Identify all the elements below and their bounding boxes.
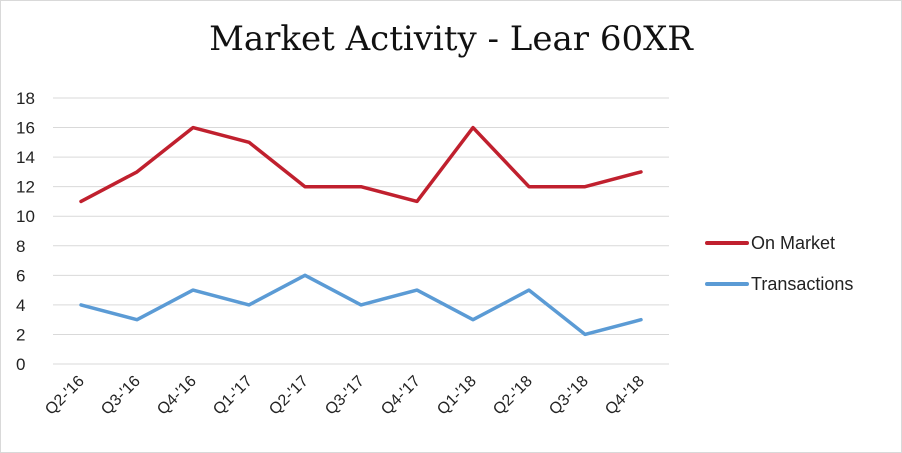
y-tick-label: 2 [16, 325, 25, 344]
x-tick-label: Q1-'18 [434, 373, 480, 419]
y-tick-label: 16 [16, 119, 35, 138]
y-tick-label: 8 [16, 237, 25, 256]
x-tick-label: Q4-'17 [378, 373, 424, 419]
x-tick-label: Q3-'16 [98, 373, 144, 419]
x-tick-label: Q2-'18 [490, 373, 536, 419]
y-tick-label: 0 [16, 355, 25, 374]
y-tick-label: 14 [16, 148, 35, 167]
legend-label-on-market: On Market [751, 233, 835, 253]
y-tick-label: 12 [16, 178, 35, 197]
series-line-on-market [79, 125, 643, 204]
x-tick-label: Q1-'17 [210, 373, 256, 419]
series-line-transactions [79, 273, 643, 337]
y-tick-label: 4 [16, 296, 25, 315]
x-tick-label: Q3-'18 [546, 373, 592, 419]
x-tick-label: Q4-'18 [602, 373, 648, 419]
x-tick-label: Q2-'16 [42, 373, 88, 419]
y-tick-label: 10 [16, 207, 35, 226]
x-tick-label: Q2-'17 [266, 373, 312, 419]
legend-label-transactions: Transactions [751, 274, 853, 294]
chart-title: Market Activity - Lear 60XR [209, 19, 693, 59]
x-tick-label: Q4-'16 [154, 373, 200, 419]
x-tick-label: Q3-'17 [322, 373, 368, 419]
y-tick-label: 18 [16, 89, 35, 108]
y-tick-label: 6 [16, 266, 25, 285]
